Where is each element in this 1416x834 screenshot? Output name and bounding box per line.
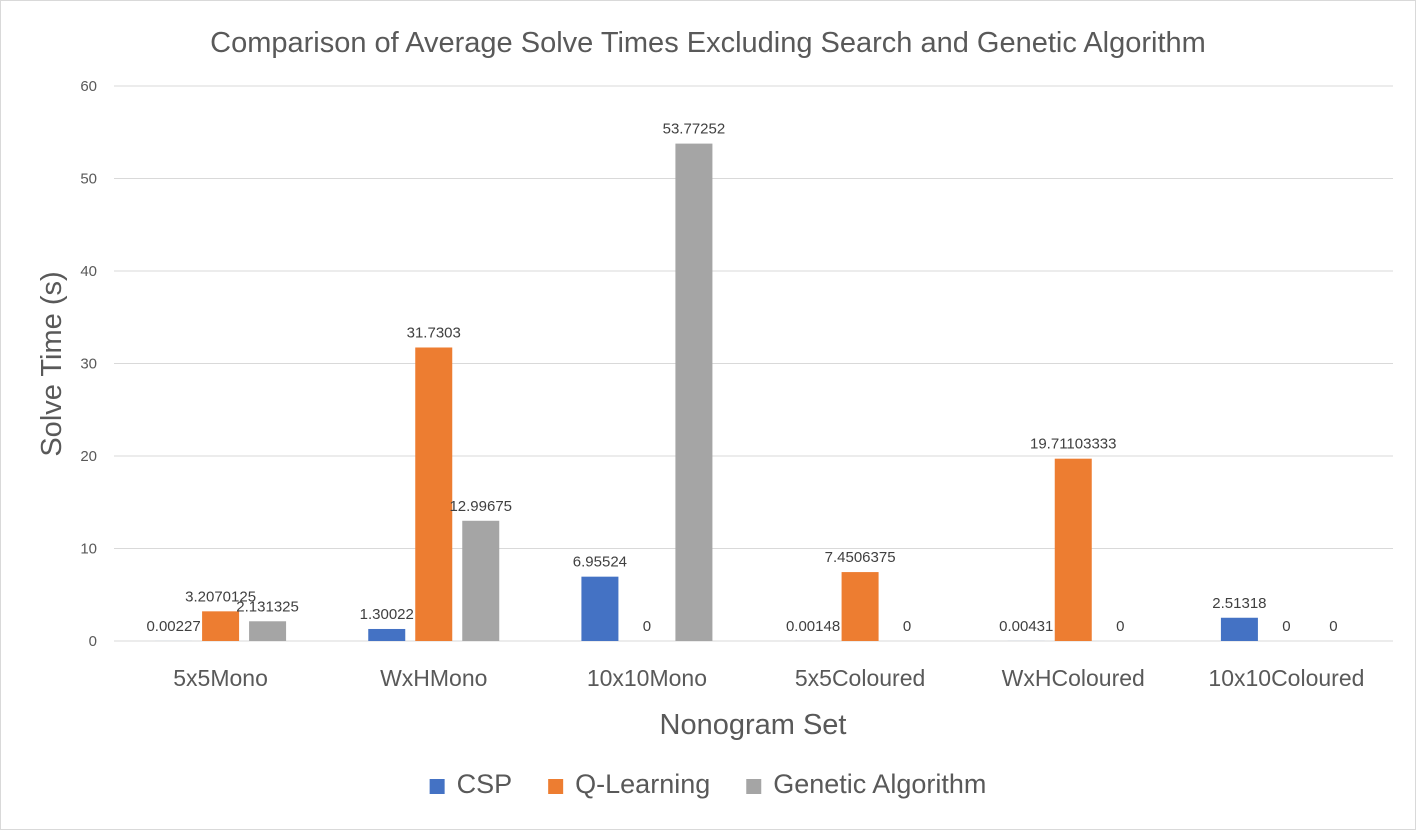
legend-swatch: [548, 779, 563, 794]
bar-csp: [581, 577, 618, 641]
y-tick-label: 40: [80, 263, 97, 280]
legend-swatch: [746, 779, 761, 794]
data-label: 0: [1116, 618, 1124, 635]
data-label: 7.4506375: [825, 549, 896, 566]
data-label: 6.95524: [573, 554, 627, 571]
data-label: 0: [903, 618, 911, 635]
x-tick-label: 10x10Coloured: [1208, 665, 1364, 691]
x-axis-title: Nonogram Set: [660, 709, 847, 741]
y-tick-label: 50: [80, 171, 97, 188]
bar-q-learning: [415, 347, 452, 641]
y-tick-label: 60: [80, 78, 97, 95]
bar-genetic-algorithm: [675, 144, 712, 641]
data-label: 0.00227: [146, 618, 200, 635]
bar-genetic-algorithm: [249, 621, 286, 641]
data-label: 31.7303: [407, 324, 461, 341]
x-tick-label: WxHMono: [380, 665, 487, 691]
y-tick-label: 0: [89, 633, 97, 650]
y-tick-label: 30: [80, 356, 97, 373]
bar-q-learning: [202, 611, 239, 641]
x-axis-ticks: 5x5Mono WxHMono 10x10Mono 5x5Coloured WxHCol…: [173, 665, 1364, 691]
data-label: 0: [643, 618, 651, 635]
x-tick-label: WxHColoured: [1002, 665, 1145, 691]
x-tick-label: 5x5Mono: [173, 665, 268, 691]
bar-csp: [368, 629, 405, 641]
legend-item-csp: CSP: [430, 769, 513, 799]
legend-label: CSP: [457, 769, 513, 799]
data-label: 1.30022: [360, 606, 414, 623]
bar-csp: [1221, 618, 1258, 641]
data-label: 0: [1329, 618, 1337, 635]
bar-genetic-algorithm: [462, 521, 499, 641]
legend-label: Genetic Algorithm: [773, 769, 986, 799]
chart-title: Comparison of Average Solve Times Exclud…: [210, 27, 1206, 59]
data-label: 19.71103333: [1030, 436, 1116, 453]
legend: CSP Q-Learning Genetic Algorithm: [430, 769, 987, 799]
data-label: 0.00431: [999, 618, 1053, 635]
legend-label: Q-Learning: [575, 769, 710, 799]
data-label: 2.131325: [236, 598, 299, 615]
y-tick-label: 10: [80, 541, 97, 558]
data-label: 53.77252: [663, 121, 726, 138]
gridlines: [114, 86, 1393, 641]
bar-q-learning: [1055, 459, 1092, 641]
x-tick-label: 5x5Coloured: [795, 665, 925, 691]
data-label: 2.51318: [1212, 595, 1266, 612]
y-tick-label: 20: [80, 448, 97, 465]
data-label: 12.99675: [449, 498, 512, 515]
legend-item-genetic-algorithm: Genetic Algorithm: [746, 769, 986, 799]
data-label: 0: [1282, 618, 1290, 635]
legend-item-q-learning: Q-Learning: [548, 769, 710, 799]
y-axis-ticks: 0 10 20 30 40 50 60: [80, 78, 97, 650]
bars: [155, 144, 1258, 641]
y-axis-title: Solve Time (s): [36, 271, 68, 456]
x-tick-label: 10x10Mono: [587, 665, 707, 691]
legend-swatch: [430, 779, 445, 794]
data-label: 0.00148: [786, 618, 840, 635]
bar-q-learning: [842, 572, 879, 641]
